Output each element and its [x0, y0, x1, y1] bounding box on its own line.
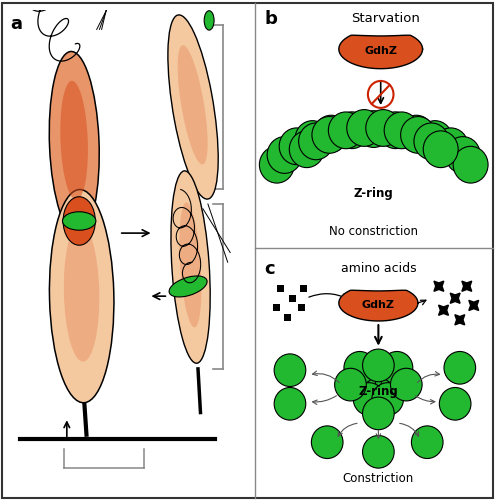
Bar [289, 294, 296, 302]
Circle shape [298, 123, 334, 160]
Text: Z-ring: Z-ring [358, 386, 398, 398]
Text: amino acids: amino acids [341, 262, 416, 275]
Text: GdhZ: GdhZ [362, 300, 395, 310]
Text: c: c [264, 260, 275, 278]
Polygon shape [462, 281, 472, 291]
Polygon shape [450, 293, 460, 304]
Circle shape [453, 146, 488, 183]
Ellipse shape [50, 52, 99, 236]
Circle shape [344, 352, 376, 384]
Text: a: a [10, 15, 22, 33]
Circle shape [311, 426, 343, 458]
Circle shape [384, 112, 419, 148]
Circle shape [378, 112, 413, 148]
Ellipse shape [60, 81, 88, 200]
Circle shape [279, 128, 314, 164]
Text: Constriction: Constriction [343, 472, 414, 486]
Ellipse shape [62, 212, 96, 230]
Circle shape [362, 366, 394, 398]
Ellipse shape [171, 171, 210, 363]
Bar [298, 304, 305, 312]
Circle shape [444, 352, 476, 384]
Polygon shape [439, 305, 448, 316]
Circle shape [267, 136, 302, 173]
Ellipse shape [179, 202, 201, 328]
Circle shape [362, 436, 394, 468]
Circle shape [414, 123, 449, 160]
Circle shape [381, 352, 413, 384]
Polygon shape [434, 281, 444, 291]
Circle shape [372, 382, 403, 416]
Circle shape [362, 349, 394, 382]
Text: No constriction: No constriction [329, 225, 418, 238]
Ellipse shape [50, 190, 114, 403]
Circle shape [418, 120, 452, 158]
Circle shape [335, 368, 366, 401]
Circle shape [314, 115, 348, 152]
Circle shape [328, 112, 363, 148]
Polygon shape [339, 290, 418, 321]
Circle shape [440, 388, 471, 420]
Text: Starvation: Starvation [351, 12, 420, 26]
Bar [273, 304, 280, 312]
Circle shape [347, 110, 382, 146]
Circle shape [433, 128, 468, 164]
Ellipse shape [63, 196, 95, 245]
Circle shape [381, 368, 413, 401]
Polygon shape [339, 35, 423, 68]
Text: Z-ring: Z-ring [354, 187, 394, 200]
Circle shape [204, 10, 214, 30]
Circle shape [274, 388, 306, 420]
Circle shape [295, 120, 330, 158]
Circle shape [344, 368, 376, 401]
Ellipse shape [64, 223, 99, 362]
Circle shape [399, 115, 434, 152]
Text: b: b [264, 10, 277, 28]
Circle shape [289, 131, 324, 168]
Circle shape [312, 116, 347, 154]
Ellipse shape [168, 15, 218, 199]
Circle shape [423, 131, 458, 168]
Circle shape [362, 397, 394, 430]
Polygon shape [469, 300, 479, 310]
Bar [284, 314, 291, 321]
Bar [300, 285, 307, 292]
Circle shape [335, 112, 369, 148]
Circle shape [259, 146, 294, 183]
Circle shape [274, 354, 306, 386]
Circle shape [446, 136, 480, 173]
Circle shape [353, 382, 385, 416]
Circle shape [366, 110, 400, 146]
Circle shape [356, 110, 391, 148]
Circle shape [400, 116, 436, 154]
Ellipse shape [169, 276, 207, 297]
Ellipse shape [178, 45, 208, 164]
Circle shape [391, 368, 422, 401]
Polygon shape [455, 314, 465, 325]
Text: GdhZ: GdhZ [364, 46, 397, 56]
Bar [277, 285, 284, 292]
Circle shape [411, 426, 443, 458]
